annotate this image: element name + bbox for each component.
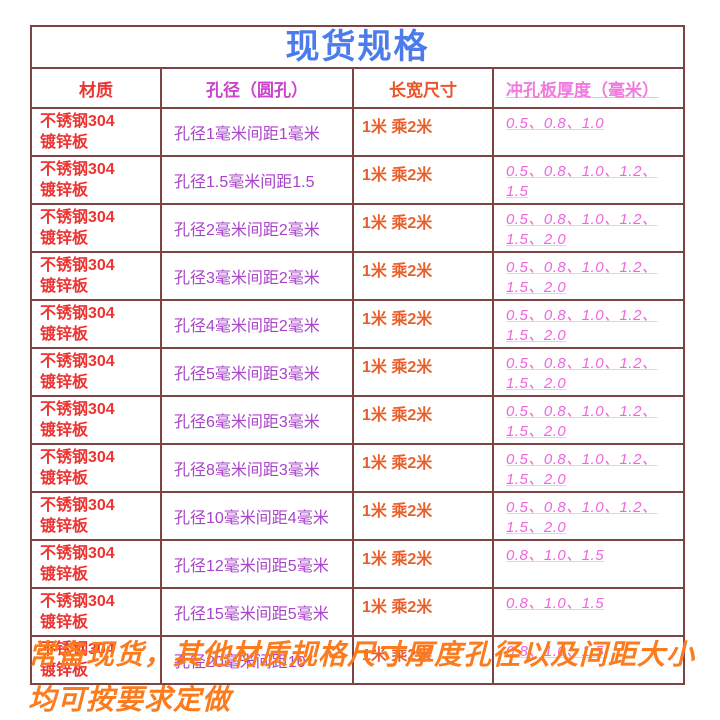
table-row: 不锈钢304 镀锌板 孔径5毫米间距3毫米 1米 乘2米 0.5、0.8、1.0… (30, 347, 685, 397)
thickness-cell: 0.5、0.8、1.0、1.2、1.5、2.0 (492, 347, 685, 397)
thickness-cell: 0.5、0.8、1.0、1.2、1.5 (492, 155, 685, 205)
table-row: 不锈钢304 镀锌板 孔径12毫米间距5毫米 1米 乘2米 0.8、1.0、1.… (30, 539, 685, 589)
thickness-cell: 0.8、1.0、1.5 (492, 539, 685, 589)
header-hole-diameter: 孔径（圆孔） (160, 67, 354, 109)
size-cell: 1米 乘2米 (352, 203, 494, 253)
hole-cell: 孔径4毫米间距2毫米 (160, 299, 354, 349)
table-row: 不锈钢304 镀锌板 孔径1.5毫米间距1.5 1米 乘2米 0.5、0.8、1… (30, 155, 685, 205)
hole-cell: 孔径1毫米间距1毫米 (160, 107, 354, 157)
material-cell: 不锈钢304 镀锌板 (30, 539, 162, 589)
hole-cell: 孔径3毫米间距2毫米 (160, 251, 354, 301)
table-row: 不锈钢304 镀锌板 孔径1毫米间距1毫米 1米 乘2米 0.5、0.8、1.0 (30, 107, 685, 157)
material-cell: 不锈钢304 镀锌板 (30, 107, 162, 157)
size-cell: 1米 乘2米 (352, 347, 494, 397)
thickness-cell: 0.5、0.8、1.0、1.2、1.5、2.0 (492, 443, 685, 493)
hole-cell: 孔径15毫米间距5毫米 (160, 587, 354, 637)
size-cell: 1米 乘2米 (352, 107, 494, 157)
thickness-cell: 0.5、0.8、1.0、1.2、1.5、2.0 (492, 203, 685, 253)
material-cell: 不锈钢304 镀锌板 (30, 491, 162, 541)
material-cell: 不锈钢304 镀锌板 (30, 251, 162, 301)
size-cell: 1米 乘2米 (352, 539, 494, 589)
thickness-cell: 0.5、0.8、1.0、1.2、1.5、2.0 (492, 251, 685, 301)
size-cell: 1米 乘2米 (352, 395, 494, 445)
material-cell: 不锈钢304 镀锌板 (30, 347, 162, 397)
material-cell: 不锈钢304 镀锌板 (30, 299, 162, 349)
custom-order-note-line2: 均可按要求定做 (28, 684, 232, 715)
hole-cell: 孔径10毫米间距4毫米 (160, 491, 354, 541)
table-row: 不锈钢304 镀锌板 孔径8毫米间距3毫米 1米 乘2米 0.5、0.8、1.0… (30, 443, 685, 493)
hole-cell: 孔径6毫米间距3毫米 (160, 395, 354, 445)
size-cell: 1米 乘2米 (352, 299, 494, 349)
size-cell: 1米 乘2米 (352, 635, 494, 685)
material-cell: 不锈钢304 镀锌板 (30, 155, 162, 205)
hole-cell: 孔径2毫米间距2毫米 (160, 203, 354, 253)
table-row: 不锈钢304 镀锌板 孔径3毫米间距2毫米 1米 乘2米 0.5、0.8、1.0… (30, 251, 685, 301)
size-cell: 1米 乘2米 (352, 251, 494, 301)
header-thickness: 冲孔板厚度（毫米） (492, 67, 685, 109)
custom-order-note-line1: 常备现货，其他材质规格尺寸厚度孔径以及间距大小 (28, 639, 696, 670)
material-cell: 不锈钢304 镀锌板 (30, 587, 162, 637)
hole-cell: 孔径5毫米间距3毫米 (160, 347, 354, 397)
title-row: 现货规格 (30, 25, 685, 69)
header-size: 长宽尺寸 (352, 67, 494, 109)
thickness-cell: 0.5、0.8、1.0 (492, 107, 685, 157)
table-row: 不锈钢304 镀锌板 孔径20毫米间距10 1米 乘2米 0.8、1.0、1.5 (30, 635, 685, 685)
thickness-cell: 0.5、0.8、1.0、1.2、1.5、2.0 (492, 395, 685, 445)
hole-cell: 孔径1.5毫米间距1.5 (160, 155, 354, 205)
table-row: 不锈钢304 镀锌板 孔径6毫米间距3毫米 1米 乘2米 0.5、0.8、1.0… (30, 395, 685, 445)
material-cell: 不锈钢304 镀锌板 (30, 203, 162, 253)
hole-cell: 孔径12毫米间距5毫米 (160, 539, 354, 589)
material-cell: 不锈钢304 镀锌板 (30, 443, 162, 493)
table-row: 不锈钢304 镀锌板 孔径2毫米间距2毫米 1米 乘2米 0.5、0.8、1.0… (30, 203, 685, 253)
spec-table: 现货规格 材质 孔径（圆孔） 长宽尺寸 冲孔板厚度（毫米） 不锈钢304 镀锌板… (30, 25, 685, 685)
thickness-cell: 0.8、1.0、1.5 (492, 635, 685, 685)
material-cell: 不锈钢304 镀锌板 (30, 395, 162, 445)
size-cell: 1米 乘2米 (352, 443, 494, 493)
table-row: 不锈钢304 镀锌板 孔径15毫米间距5毫米 1米 乘2米 0.8、1.0、1.… (30, 587, 685, 637)
hole-cell: 孔径8毫米间距3毫米 (160, 443, 354, 493)
size-cell: 1米 乘2米 (352, 491, 494, 541)
thickness-cell: 0.5、0.8、1.0、1.2、1.5、2.0 (492, 491, 685, 541)
thickness-cell: 0.8、1.0、1.5 (492, 587, 685, 637)
table-row: 不锈钢304 镀锌板 孔径4毫米间距2毫米 1米 乘2米 0.5、0.8、1.0… (30, 299, 685, 349)
header-material: 材质 (30, 67, 162, 109)
material-cell: 不锈钢304 镀锌板 (30, 635, 162, 685)
thickness-cell: 0.5、0.8、1.0、1.2、1.5、2.0 (492, 299, 685, 349)
size-cell: 1米 乘2米 (352, 155, 494, 205)
page-title: 现货规格 (30, 25, 685, 69)
table-row: 不锈钢304 镀锌板 孔径10毫米间距4毫米 1米 乘2米 0.5、0.8、1.… (30, 491, 685, 541)
hole-cell: 孔径20毫米间距10 (160, 635, 354, 685)
header-row: 材质 孔径（圆孔） 长宽尺寸 冲孔板厚度（毫米） (30, 67, 685, 109)
size-cell: 1米 乘2米 (352, 587, 494, 637)
custom-order-note: 常备现货，其他材质规格尺寸厚度孔径以及间距大小 均可按要求定做 (28, 632, 708, 720)
